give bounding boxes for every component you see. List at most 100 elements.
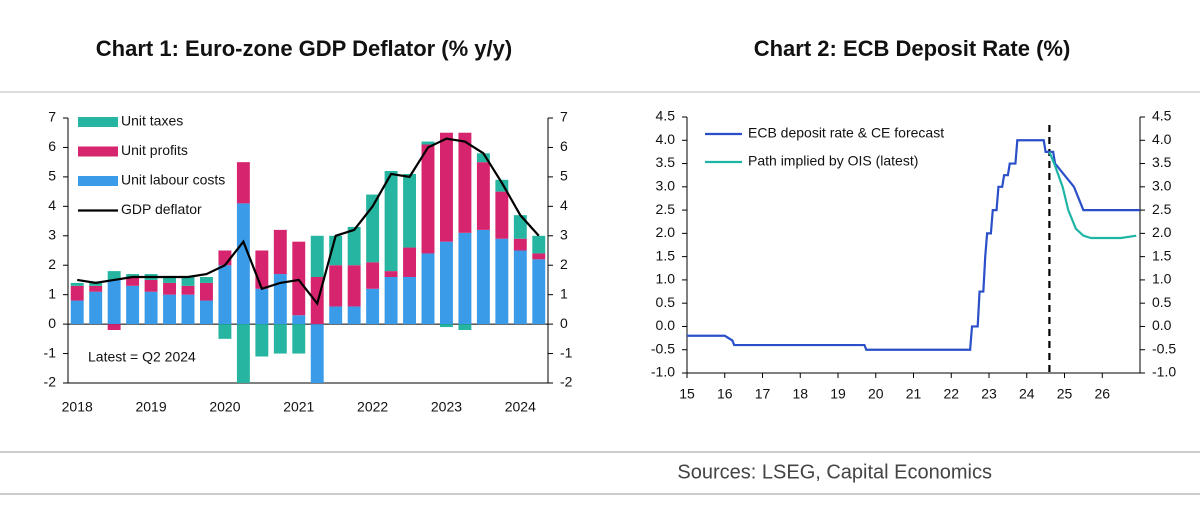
y-tick-label: 0.0 (656, 317, 676, 333)
legend-swatch (78, 117, 118, 127)
x-tick-label: 16 (717, 386, 733, 402)
bar-segment (421, 253, 435, 325)
bar-segment (107, 271, 121, 280)
bar-segment (89, 282, 103, 286)
bar-segment (347, 306, 361, 325)
bar-segment (107, 279, 121, 325)
bar-segment (329, 306, 343, 325)
y2-tick-label: 2 (560, 256, 568, 272)
legend-label: GDP deflator (121, 201, 202, 217)
x-tick-label: 25 (1057, 386, 1073, 402)
bar-segment (181, 277, 195, 286)
bar-segment (273, 229, 287, 275)
y2-tick-label: 4.0 (1152, 131, 1172, 147)
bar-segment (513, 238, 527, 251)
y-tick-label: 3 (48, 226, 56, 242)
bar-segment (310, 235, 324, 277)
y2-tick-label: 1 (560, 285, 568, 301)
y-tick-label: 6 (48, 138, 56, 154)
y2-tick-label: 1.0 (1152, 271, 1172, 287)
bar-segment (476, 153, 490, 163)
bar-segment (476, 162, 490, 230)
y-tick-label: 3.0 (656, 178, 676, 194)
bar-segment (70, 285, 84, 301)
bar-segment (532, 253, 546, 260)
legend-label: Unit labour costs (121, 172, 225, 188)
y-tick-label: 1.5 (656, 247, 676, 263)
bar-segment (403, 173, 416, 248)
y-tick-label: 2 (48, 256, 56, 272)
y-tick-label: 2.0 (656, 224, 676, 240)
y2-tick-label: -1.0 (1152, 364, 1176, 380)
y2-tick-label: 3.0 (1152, 178, 1172, 194)
x-tick-label: 2019 (135, 399, 166, 415)
y2-tick-label: 6 (560, 138, 568, 154)
bar-segment (218, 265, 232, 325)
legend-swatch (78, 146, 118, 157)
bar-segment (384, 171, 398, 272)
x-tick-label: 2021 (283, 399, 314, 415)
y-tick-label: 7 (48, 109, 56, 125)
y-tick-label: 2.5 (656, 201, 676, 217)
bar-segment (366, 288, 380, 325)
bar-segment (200, 277, 213, 283)
y2-tick-label: 0.0 (1152, 317, 1172, 333)
x-tick-label: 23 (981, 386, 997, 402)
legend-label: Unit profits (121, 142, 188, 158)
bar-segment (513, 250, 527, 325)
bar-segment (495, 191, 509, 239)
y2-tick-label: 0 (560, 315, 568, 331)
bar-segment (329, 265, 343, 307)
bar-segment (200, 300, 213, 325)
legend-label: Unit taxes (121, 113, 183, 129)
bar-segment (292, 315, 306, 325)
bar-segment (292, 324, 306, 354)
bar-segment (144, 279, 158, 292)
bar-segment (384, 277, 398, 325)
x-tick-label: 21 (906, 386, 922, 402)
y-tick-label: 0 (48, 315, 56, 331)
x-tick-label: 15 (679, 386, 695, 402)
x-tick-label: 2023 (431, 399, 462, 415)
y-tick-label: 4 (48, 197, 56, 213)
bar-segment (329, 235, 343, 266)
bar-segment (440, 132, 453, 242)
y-tick-label: -1 (44, 344, 57, 360)
bar-segment (458, 324, 472, 330)
bar-segment (89, 285, 103, 292)
bar-segment (181, 285, 195, 295)
bar-segment (532, 259, 546, 325)
bar-segment (255, 288, 269, 325)
y2-tick-label: -0.5 (1152, 340, 1176, 356)
y2-tick-label: 2.5 (1152, 201, 1172, 217)
x-tick-label: 19 (830, 386, 846, 402)
y-tick-label: 4.0 (656, 131, 676, 147)
line-series (77, 137, 540, 306)
x-tick-label: 2024 (505, 399, 536, 415)
bar-segment (458, 132, 472, 233)
y-tick-label: 1.0 (656, 271, 676, 287)
bar-segment (440, 324, 453, 328)
legend-label: Path implied by OIS (latest) (748, 153, 918, 169)
y2-tick-label: 1.5 (1152, 247, 1172, 263)
x-tick-label: 18 (792, 386, 808, 402)
bar-segment (495, 179, 509, 192)
y2-tick-label: 5 (560, 168, 568, 184)
bar-segment (255, 324, 269, 357)
legend-swatch (78, 176, 118, 186)
bar-segment (421, 141, 435, 145)
x-tick-label: 26 (1094, 386, 1110, 402)
line-series (1048, 151, 1137, 240)
bar-segment (126, 277, 140, 286)
bar-segment (107, 324, 121, 330)
x-tick-label: 2022 (357, 399, 388, 415)
y2-tick-label: 3 (560, 226, 568, 242)
bar-segment (513, 215, 527, 239)
bar-segment (310, 324, 324, 383)
bar-segment (532, 235, 546, 254)
bar-segment (218, 324, 232, 339)
x-tick-label: 17 (755, 386, 771, 402)
y2-tick-label: 2.0 (1152, 224, 1172, 240)
bar-segment (273, 324, 287, 354)
